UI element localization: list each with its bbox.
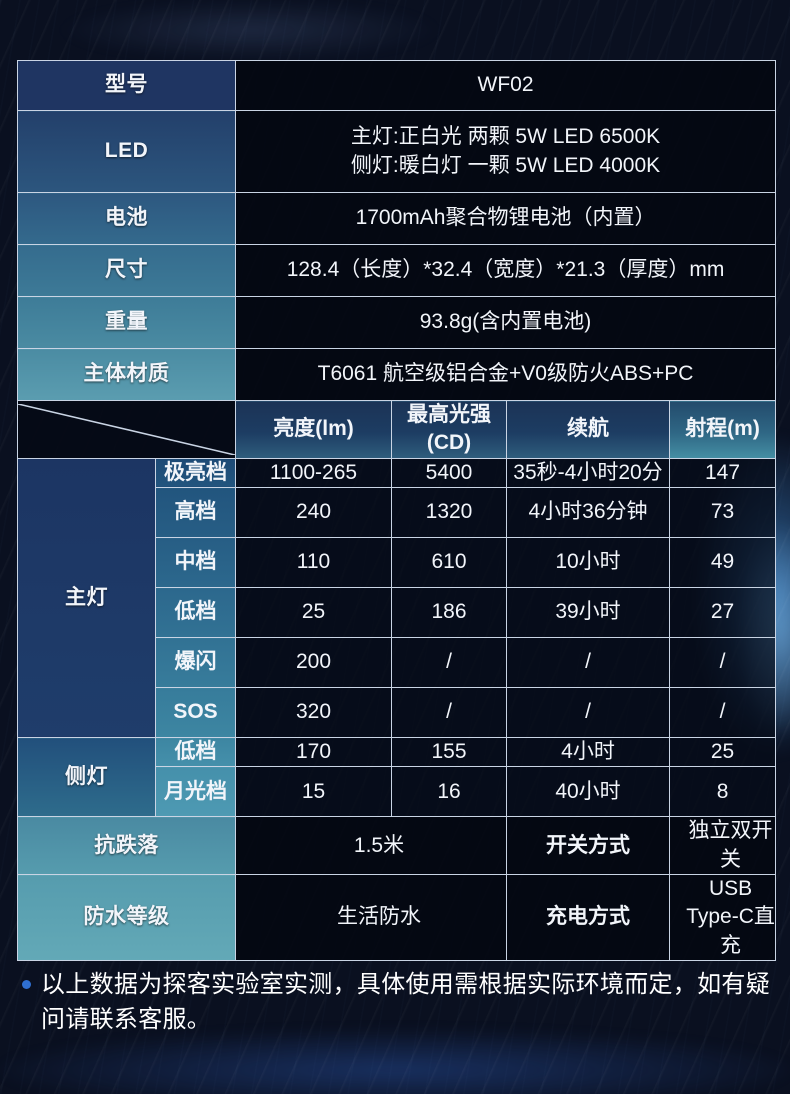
row-label-drop-resistance: 抗跌落 [17,816,236,876]
row-label-dimensions: 尺寸 [17,244,236,297]
cell-runtime: 39小时 [506,587,670,639]
cell-lumens: 200 [235,637,392,689]
cell-runtime: 4小时36分钟 [506,487,670,539]
cell-candela: 155 [391,737,507,768]
table-row: 月光档 15 16 40小时 8 [18,766,777,818]
row-label-battery: 电池 [17,192,236,245]
light-streak [60,0,440,60]
mode-label: 爆闪 [155,637,236,689]
led-side-line: 侧灯:暖白灯 一颗 5W LED 4000K [350,153,661,177]
table-row: 中档 110 610 10小时 49 [18,537,777,589]
performance-header-row: 亮度(lm) 最高光强(CD) 续航 射程(m) [17,400,777,459]
row-value-model: WF02 [234,60,777,111]
table-row: 尺寸 128.4（长度）*32.4（宽度）*21.3（厚度）mm [17,244,777,297]
cell-candela: 1320 [391,487,507,539]
cell-candela: 5400 [391,457,507,489]
mode-label: SOS [155,687,236,739]
cell-candela: 610 [391,537,507,589]
perf-header-lumens: 亮度(lm) [235,400,392,459]
perf-header-throw: 射程(m) [668,400,777,459]
row-label-charging-type: 充电方式 [506,874,670,962]
cell-candela: / [391,687,507,739]
cell-runtime: 40小时 [506,766,670,818]
specification-table: 型号 WF02 LED 主灯:正白光 两颗 5W LED 6500K 侧灯:暖白… [17,60,777,962]
mode-label: 中档 [155,537,236,589]
table-row: 侧灯 低档 170 155 4小时 25 [17,737,777,818]
row-label-material: 主体材质 [17,348,236,401]
cell-candela: 186 [391,587,507,639]
row-label-waterproof: 防水等级 [17,874,236,962]
table-row: 爆闪 200 / / / [18,637,777,689]
table-row: 低档 25 186 39小时 27 [18,587,777,639]
mode-label: 极亮档 [155,457,236,489]
cell-throw: 27 [668,587,777,639]
cell-throw: 49 [668,537,777,589]
perf-header-runtime: 续航 [506,400,670,459]
mode-label: 低档 [155,737,236,768]
table-row: LED 主灯:正白光 两颗 5W LED 6500K 侧灯:暖白灯 一颗 5W … [17,110,777,193]
row-label-weight: 重量 [17,296,236,349]
led-main-line: 主灯:正白光 两颗 5W LED 6500K [350,125,661,149]
row-value-material: T6061 航空级铝合金+V0级防火ABS+PC [234,348,777,401]
cell-throw: 147 [668,457,777,489]
row-value-weight: 93.8g(含内置电池) [234,296,777,349]
cell-candela: 16 [391,766,507,818]
diagonal-slash-icon [18,403,235,455]
row-label-switch-type: 开关方式 [506,816,670,876]
footnote: 以上数据为探客实验室实测，具体使用需根据实际环境而定，如有疑问请联系客服。 [22,968,770,1038]
row-label-led: LED [17,110,236,193]
table-row: 主灯 极亮档 1100-265 5400 35秒-4小时20分 147 [17,457,777,739]
cell-runtime: 4小时 [506,737,670,768]
row-value-charging-type: USB Type-C直充 [668,874,777,962]
cell-runtime: 35秒-4小时20分 [506,457,670,489]
cell-lumens: 1100-265 [235,457,392,489]
cell-throw: 73 [668,487,777,539]
perf-header-candela: 最高光强(CD) [391,400,507,459]
table-row: 高档 240 1320 4小时36分钟 73 [18,487,777,539]
footnote-text: 以上数据为探客实验室实测，具体使用需根据实际环境而定，如有疑问请联系客服。 [41,971,770,1033]
row-value-dimensions: 128.4（长度）*32.4（宽度）*21.3（厚度）mm [234,244,777,297]
mode-label: 高档 [155,487,236,539]
row-value-drop-resistance: 1.5米 [235,816,507,876]
table-row: 型号 WF02 [17,60,777,111]
row-value-led: 主灯:正白光 两颗 5W LED 6500K 侧灯:暖白灯 一颗 5W LED … [234,110,777,193]
row-value-waterproof: 生活防水 [235,874,507,962]
row-value-switch-type: 独立双开关 [668,816,777,876]
row-label-model: 型号 [17,60,236,111]
corner-diagonal-cell [17,400,236,459]
cell-candela: / [391,637,507,689]
mode-label: 月光档 [155,766,236,818]
cell-runtime: 10小时 [506,537,670,589]
mode-label: 低档 [155,587,236,639]
cell-lumens: 320 [235,687,392,739]
group-label-main-light: 主灯 [17,457,156,739]
cell-lumens: 25 [235,587,392,639]
row-value-battery: 1700mAh聚合物锂电池（内置） [234,192,777,245]
table-row: 重量 93.8g(含内置电池) [17,296,777,349]
cell-lumens: 240 [235,487,392,539]
cell-lumens: 110 [235,537,392,589]
cell-throw: / [668,687,777,739]
cell-throw: 25 [668,737,777,768]
table-row: 电池 1700mAh聚合物锂电池（内置） [17,192,777,245]
cell-lumens: 170 [235,737,392,768]
light-streak [0,1030,790,1094]
cell-throw: / [668,637,777,689]
group-label-side-light: 侧灯 [17,737,156,818]
cell-throw: 8 [668,766,777,818]
table-row: 防水等级 生活防水 充电方式 USB Type-C直充 [17,874,777,962]
table-row: 主体材质 T6061 航空级铝合金+V0级防火ABS+PC [17,348,777,401]
table-row: SOS 320 / / / [18,687,777,739]
bullet-dot-icon [22,980,31,989]
cell-runtime: / [506,637,670,689]
cell-runtime: / [506,687,670,739]
cell-lumens: 15 [235,766,392,818]
table-row: 抗跌落 1.5米 开关方式 独立双开关 [17,816,777,876]
